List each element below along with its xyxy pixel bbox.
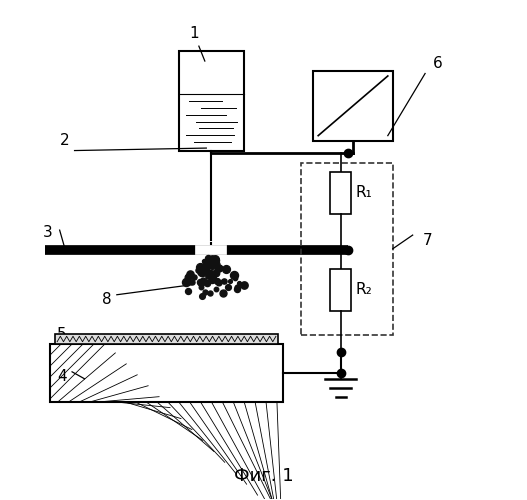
Text: 3: 3 (42, 225, 52, 240)
Text: 4: 4 (57, 370, 67, 384)
Bar (50, 344, 284, 402)
Text: R₂: R₂ (356, 282, 373, 298)
Bar (313, 71, 393, 140)
Bar (301, 163, 393, 334)
Bar (330, 172, 351, 214)
Text: R₁: R₁ (356, 186, 373, 200)
Text: 2: 2 (60, 133, 70, 148)
Text: 8: 8 (102, 292, 112, 307)
Bar (330, 268, 351, 311)
Bar (179, 51, 243, 150)
Text: 6: 6 (433, 56, 442, 71)
Text: Фиг. 1: Фиг. 1 (233, 467, 294, 485)
Bar (55, 334, 278, 344)
Text: 5: 5 (57, 327, 67, 342)
Text: 1: 1 (189, 26, 199, 41)
Text: 7: 7 (423, 232, 432, 248)
